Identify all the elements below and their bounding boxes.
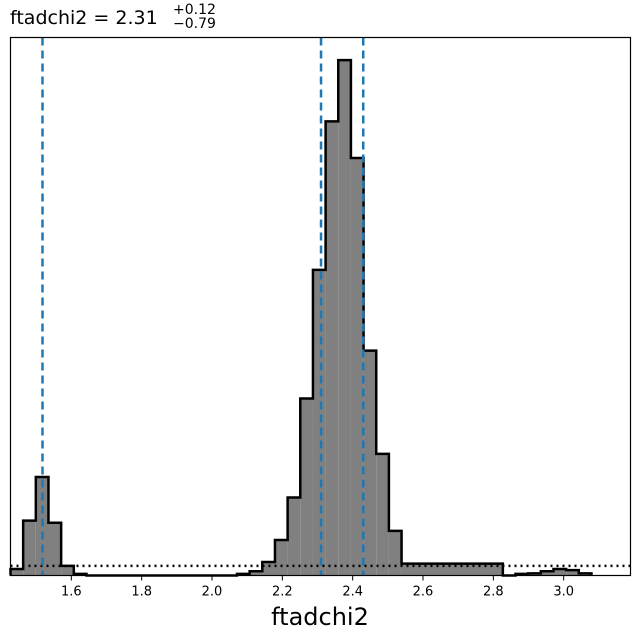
histogram-bar xyxy=(540,571,554,576)
x-tick-label: 2.6 xyxy=(413,585,434,600)
histogram-bar xyxy=(274,539,288,576)
x-tick-label: 3.0 xyxy=(553,585,574,600)
histogram-bar xyxy=(553,569,567,576)
chart-title: ftadchi2 = 2.31 xyxy=(10,7,158,29)
title-upper-error: +0.12 xyxy=(173,2,216,18)
histogram-outline xyxy=(9,58,593,577)
quantile-lines xyxy=(41,37,365,576)
x-axis-ticks: 1.6 1.8 2.0 2.2 2.4 2.6 2.8 3.0 xyxy=(61,575,574,600)
histogram-bar xyxy=(48,522,62,576)
histogram-bar xyxy=(350,158,364,576)
histogram-bar xyxy=(325,121,339,576)
histogram-bar xyxy=(363,350,377,576)
x-axis-label: ftadchi2 xyxy=(271,603,369,631)
axes-frame xyxy=(9,36,632,577)
histogram-bar xyxy=(566,570,579,576)
x-tick-label: 2.8 xyxy=(483,585,504,600)
histogram-bar xyxy=(262,562,275,576)
x-tick-label: 2.4 xyxy=(342,585,363,600)
histogram-bar xyxy=(300,398,313,576)
histogram-bar xyxy=(401,563,503,576)
histogram-bar xyxy=(61,565,74,576)
histogram-bar xyxy=(376,453,389,576)
plot-area: 1.6 1.8 2.0 2.2 2.4 2.6 2.8 3.0 xyxy=(9,36,632,600)
histogram-bar xyxy=(388,530,402,576)
histogram-bar xyxy=(338,60,351,576)
histogram-bar xyxy=(10,569,24,576)
histogram-bar xyxy=(249,571,263,576)
title-lower-error: −0.79 xyxy=(173,16,216,32)
title-median: 2.31 xyxy=(115,7,157,29)
histogram-bars xyxy=(9,58,593,577)
histogram-bar xyxy=(287,497,301,576)
x-tick-label: 1.8 xyxy=(131,585,152,600)
x-tick-label: 1.6 xyxy=(61,585,82,600)
histogram-bar xyxy=(23,520,36,576)
title-equals: = xyxy=(87,7,115,29)
x-tick-label: 2.0 xyxy=(202,585,223,600)
x-tick-label: 2.2 xyxy=(272,585,293,600)
histogram-bar xyxy=(312,269,326,576)
title-param: ftadchi2 xyxy=(10,7,87,29)
